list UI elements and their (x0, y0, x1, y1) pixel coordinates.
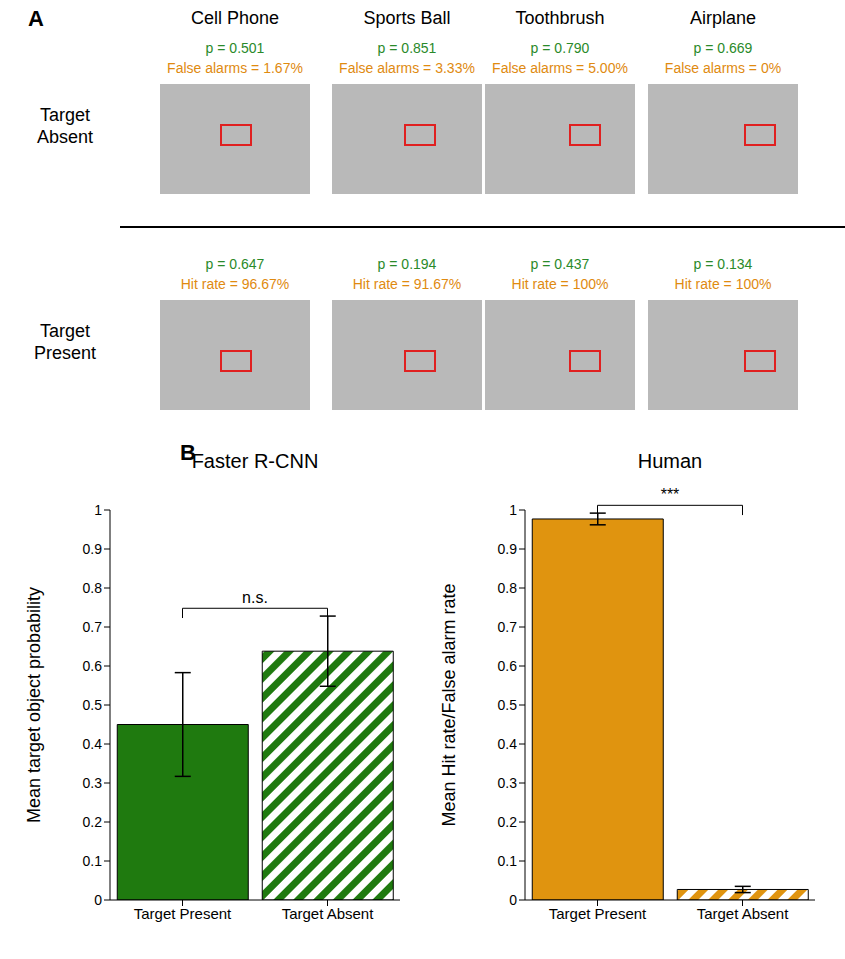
html-text:Hit rate = 100%: Hit rate = 100% (511, 276, 609, 292)
html-text:False alarms = 0%: False alarms = 0% (664, 60, 782, 76)
html-text:Toothbrush: Toothbrush (515, 8, 605, 28)
svg-text:Mean target object probability: Mean target object probability (24, 587, 44, 823)
html-text:p = 0.647: p = 0.647 (205, 256, 265, 272)
html-text:p = 0.437: p = 0.437 (530, 256, 590, 272)
svg-text:0.6: 0.6 (83, 658, 103, 674)
html-text:Target Absent: Target Absent (37, 105, 93, 147)
svg-text:0.7: 0.7 (498, 619, 518, 635)
svg-text:Target Absent: Target Absent (282, 905, 375, 922)
svg-text:***: *** (661, 486, 680, 503)
html-text:p = 0.851: p = 0.851 (377, 40, 437, 56)
html-text:Sports Ball: Sports Ball (363, 8, 451, 28)
html-text:Hit rate = 96.67%: Hit rate = 96.67% (180, 276, 290, 292)
html-text:Hit rate = 100%: Hit rate = 100% (674, 276, 772, 292)
html-text:p = 0.669: p = 0.669 (693, 40, 753, 56)
html-text:False alarms = 5.00%: False alarms = 5.00% (492, 60, 628, 76)
svg-text:0.2: 0.2 (498, 814, 518, 830)
svg-text:0.4: 0.4 (83, 736, 103, 752)
svg-text:0.1: 0.1 (83, 853, 103, 869)
svg-text:0.8: 0.8 (498, 580, 518, 596)
html-text:Cell Phone: Cell Phone (191, 8, 279, 28)
html-text:Human: Human (637, 450, 703, 472)
svg-text:Target Absent: Target Absent (697, 905, 790, 922)
html-text:p = 0.134: p = 0.134 (693, 256, 753, 272)
html-text:p = 0.501: p = 0.501 (205, 40, 265, 56)
html-text:False alarms = 3.33%: False alarms = 3.33% (339, 60, 475, 76)
html-text:False alarms = 1.67%: False alarms = 1.67% (167, 60, 303, 76)
html-text:Target Present: Target Present (34, 321, 96, 363)
svg-text:0.7: 0.7 (83, 619, 103, 635)
svg-text:0: 0 (94, 892, 102, 908)
svg-text:0.6: 0.6 (498, 658, 518, 674)
svg-text:0.5: 0.5 (83, 697, 103, 713)
svg-text:Target Present: Target Present (134, 905, 232, 922)
svg-text:0.2: 0.2 (83, 814, 103, 830)
svg-text:0.1: 0.1 (498, 853, 518, 869)
svg-text:0.9: 0.9 (83, 541, 103, 557)
html-text:Airplane: Airplane (690, 8, 756, 28)
svg-text:1: 1 (94, 502, 102, 518)
html-text:Faster R-CNN: Faster R-CNN (191, 450, 319, 472)
html-text:p = 0.194: p = 0.194 (377, 256, 437, 272)
svg-text:0: 0 (509, 892, 517, 908)
svg-text:0.5: 0.5 (498, 697, 518, 713)
svg-text:Mean Hit rate/False alarm rate: Mean Hit rate/False alarm rate (439, 583, 459, 826)
svg-text:0.8: 0.8 (83, 580, 103, 596)
html-text:p = 0.790: p = 0.790 (530, 40, 590, 56)
svg-text:0.4: 0.4 (498, 736, 518, 752)
svg-text:n.s.: n.s. (242, 589, 268, 606)
svg-text:Target Present: Target Present (549, 905, 647, 922)
html-text:Hit rate = 91.67%: Hit rate = 91.67% (352, 276, 462, 292)
svg-text:0.3: 0.3 (498, 775, 518, 791)
svg-text:0.9: 0.9 (498, 541, 518, 557)
svg-text:1: 1 (509, 502, 517, 518)
svg-text:0.3: 0.3 (83, 775, 103, 791)
html-text:A: A (28, 6, 44, 31)
html-text:B: B (180, 440, 196, 465)
